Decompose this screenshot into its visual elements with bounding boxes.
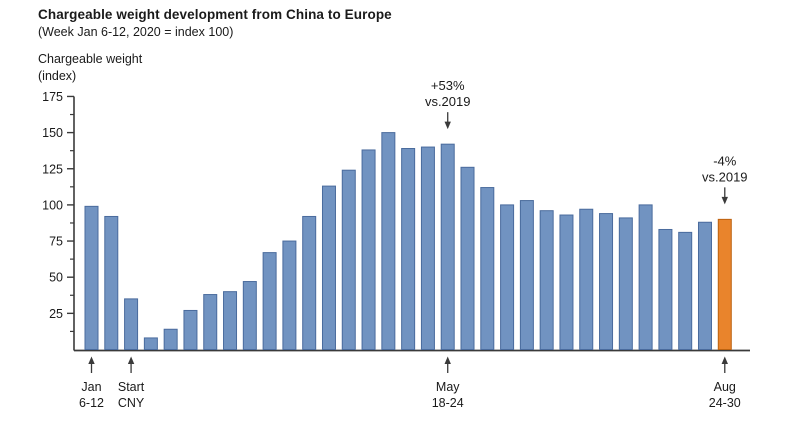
annotation-line1: +53% bbox=[431, 78, 465, 93]
y-tick-label: 175 bbox=[42, 90, 63, 104]
bar bbox=[242, 281, 257, 350]
bar bbox=[420, 146, 435, 350]
x-tick-label: Start CNY bbox=[118, 356, 145, 410]
bar bbox=[223, 291, 238, 351]
y-tick-label: 125 bbox=[42, 162, 63, 176]
x-tick-label-line1: Jan bbox=[81, 380, 101, 394]
x-tick-label-line2: 18-24 bbox=[432, 396, 464, 410]
bar bbox=[361, 149, 376, 350]
bar bbox=[638, 204, 653, 350]
bar bbox=[183, 309, 198, 351]
x-tick-label-line1: Aug bbox=[714, 380, 736, 394]
y-tick-label: 150 bbox=[42, 126, 63, 140]
highlighted-bar bbox=[717, 218, 732, 350]
up-arrow-head-icon bbox=[444, 356, 451, 364]
bar bbox=[539, 210, 554, 350]
annotation: -4%vs.2019 bbox=[702, 153, 748, 205]
bar bbox=[203, 294, 218, 350]
bar bbox=[143, 337, 158, 351]
bar bbox=[500, 204, 515, 350]
bar bbox=[519, 200, 534, 350]
y-tick-label: 75 bbox=[49, 235, 63, 249]
x-tick-label-line2: 24-30 bbox=[709, 396, 741, 410]
y-axis-title-line2: (index) bbox=[38, 69, 77, 83]
bar bbox=[579, 208, 594, 350]
bar bbox=[460, 166, 475, 350]
x-tick-label-line2: 6-12 bbox=[79, 396, 104, 410]
bar bbox=[302, 215, 317, 350]
annotation-line1: -4% bbox=[713, 153, 737, 168]
x-tick-label-line1: Start bbox=[118, 380, 145, 394]
annotation-line2: vs.2019 bbox=[425, 94, 471, 109]
chart-title: Chargeable weight development from China… bbox=[38, 7, 392, 22]
bar bbox=[262, 252, 277, 350]
chart-subtitle: (Week Jan 6-12, 2020 = index 100) bbox=[38, 25, 234, 39]
bar bbox=[282, 240, 297, 350]
up-arrow-head-icon bbox=[721, 356, 728, 364]
down-arrow-head-icon bbox=[721, 196, 728, 205]
y-axis-title-line1: Chargeable weight bbox=[38, 52, 143, 66]
annotation-line2: vs.2019 bbox=[702, 169, 748, 184]
bar bbox=[599, 213, 614, 350]
bar bbox=[341, 169, 356, 350]
y-tick-label: 100 bbox=[42, 198, 63, 212]
y-tick-label: 25 bbox=[49, 307, 63, 321]
annotation: +53%vs.2019 bbox=[425, 78, 471, 130]
x-tick-label: Jan 6-12 bbox=[79, 356, 104, 410]
bar bbox=[480, 187, 495, 350]
up-arrow-head-icon bbox=[88, 356, 95, 364]
x-tick-label: Aug 24-30 bbox=[709, 356, 741, 410]
bar bbox=[678, 231, 693, 350]
x-tick-label: May 18-24 bbox=[432, 356, 464, 410]
y-axis-title: Chargeable weight (index) bbox=[38, 51, 142, 85]
bar bbox=[658, 228, 673, 350]
y-axis: 25 50 75 100 125 150 175 bbox=[42, 90, 75, 351]
bar bbox=[401, 148, 416, 350]
bar bbox=[697, 221, 712, 350]
y-tick-label: 50 bbox=[49, 271, 63, 285]
bar bbox=[381, 132, 396, 350]
bar bbox=[618, 217, 633, 350]
bar bbox=[104, 215, 119, 350]
up-arrow-head-icon bbox=[127, 356, 135, 364]
bar bbox=[84, 205, 99, 350]
bar bbox=[559, 214, 574, 350]
bar bbox=[163, 328, 178, 351]
bar bbox=[321, 185, 336, 350]
bars bbox=[84, 132, 732, 351]
bar bbox=[124, 298, 139, 351]
bar bbox=[440, 143, 455, 350]
down-arrow-head-icon bbox=[444, 121, 451, 130]
x-tick-label-line1: May bbox=[436, 380, 460, 394]
x-tick-label-line2: CNY bbox=[118, 396, 145, 410]
